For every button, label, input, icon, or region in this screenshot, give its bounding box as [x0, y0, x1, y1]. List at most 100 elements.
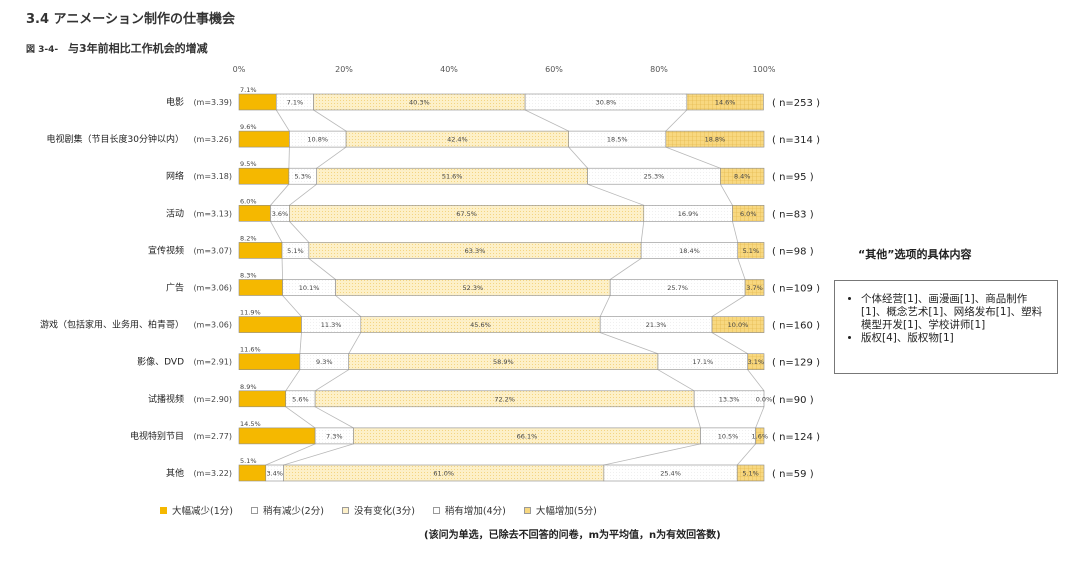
other-details-item: 个体经营[1]、画漫画[1]、商品制作[1]、概念艺术[1]、网络发布[1]、塑… — [861, 293, 1049, 332]
legend-swatch — [432, 506, 440, 514]
bar-segment-big-decrease — [238, 464, 267, 482]
other-details-title: “其他”选项的具体内容 — [858, 248, 972, 261]
category-label: 影像、DVD — [137, 356, 184, 368]
legend-label: 大幅减少(1分) — [172, 506, 233, 517]
connector-line — [524, 109, 569, 132]
category-n: ( n=95 ) — [772, 172, 814, 183]
data-label: 51.6% — [442, 173, 463, 181]
connector-line — [288, 147, 290, 169]
connector-line — [720, 184, 733, 206]
data-label: 5.1% — [742, 470, 759, 478]
data-label: 8.3% — [240, 272, 257, 280]
data-label: 42.4% — [447, 136, 468, 144]
connector-line — [289, 183, 317, 206]
data-label: 67.5% — [456, 210, 477, 218]
data-label: 40.3% — [409, 99, 430, 107]
data-label: 5.1% — [743, 247, 760, 255]
bar-segment-big-increase — [686, 93, 764, 111]
connector-line — [732, 221, 739, 243]
data-label: 8.2% — [240, 234, 257, 242]
data-label: 13.3% — [719, 395, 740, 403]
data-label: 7.1% — [240, 86, 257, 94]
category-label: 活动 — [166, 207, 184, 219]
legend-item: 大幅减少(1分) — [160, 503, 233, 517]
connector-line — [285, 406, 316, 429]
bar-segment-big-decrease — [238, 205, 271, 222]
data-label: 1.6% — [752, 432, 769, 440]
figure-number: 図 3-4- — [26, 45, 59, 55]
data-label: 9.3% — [316, 358, 333, 366]
category-label: 宣传视频 — [148, 244, 184, 256]
connector-line — [270, 221, 283, 243]
data-label: 3.7% — [746, 284, 763, 292]
legend-item: 稍有减少(2分) — [250, 503, 324, 517]
x-tick-label: 80% — [650, 65, 668, 74]
category-n: ( n=253 ) — [772, 98, 820, 109]
legend-swatch — [341, 506, 349, 514]
other-details-box: 个体经营[1]、画漫画[1]、商品制作[1]、概念艺术[1]、网络发布[1]、塑… — [834, 280, 1058, 374]
connector-line — [265, 443, 316, 466]
legend-item: 没有变化(3分) — [341, 503, 415, 517]
data-label: 25.3% — [644, 173, 665, 181]
data-label: 45.6% — [470, 321, 491, 329]
bar-segment-slight-increase — [693, 390, 765, 408]
legend-label: 稍有增加(4分) — [444, 506, 506, 517]
data-label: 6.0% — [740, 210, 757, 218]
connector-line — [289, 221, 310, 243]
category-label: 广告 — [166, 282, 184, 294]
connector-line — [665, 146, 721, 169]
data-label: 14.5% — [240, 420, 261, 428]
category-n: ( n=160 ) — [772, 321, 820, 332]
bar-segment-big-decrease — [238, 167, 290, 185]
chart-legend: 大幅减少(1分) 稍有减少(2分) 没有变化(3分) 稍有增加(4分) 大幅增加(5分) — [160, 503, 597, 517]
data-label: 30.8% — [596, 99, 617, 107]
connector-line — [736, 443, 756, 466]
connector-line — [568, 146, 588, 169]
data-label: 9.5% — [240, 160, 257, 168]
category-label: 网络 — [166, 170, 184, 182]
category-label: 游戏（包括家用、业务用、柏青哥） — [40, 319, 184, 331]
category-mean: (m=3.39) — [193, 98, 232, 107]
connector-line — [603, 443, 701, 466]
connector-line — [693, 406, 701, 429]
connector-line — [348, 332, 362, 354]
category-label: 电视特别节目 — [130, 430, 184, 442]
data-label: 61.0% — [433, 470, 454, 478]
data-label: 8.9% — [240, 383, 257, 391]
data-label: 10.0% — [728, 321, 749, 329]
bar-segment-big-increase — [744, 279, 765, 296]
category-mean: (m=3.18) — [193, 172, 232, 181]
bar-segment-big-increase — [732, 205, 765, 222]
connector-line — [313, 109, 347, 132]
connector-line — [657, 369, 695, 392]
category-label: 试播视频 — [148, 393, 184, 405]
bar-segment-big-decrease — [238, 242, 283, 259]
data-label: 3.6% — [272, 210, 289, 218]
legend-item: 大幅增加(5分) — [523, 503, 597, 517]
data-label: 5.3% — [295, 173, 312, 181]
category-n: ( n=59 ) — [772, 469, 814, 480]
data-label: 18.5% — [607, 136, 628, 144]
bar-segment-big-decrease — [238, 390, 287, 408]
category-mean: (m=3.06) — [193, 321, 232, 330]
data-label: 3.1% — [748, 358, 765, 366]
data-label: 17.1% — [693, 358, 714, 366]
data-label: 21.3% — [646, 321, 667, 329]
category-label: 电影 — [166, 96, 184, 108]
bar-segment-big-increase — [711, 316, 765, 333]
data-label: 11.3% — [321, 321, 342, 329]
data-label: 10.1% — [299, 284, 320, 292]
bar-segment-big-increase — [747, 353, 765, 371]
category-mean: (m=3.26) — [193, 135, 232, 144]
connector-line — [316, 146, 347, 169]
chart-footnote: (该问为单选，已除去不回答的问卷，m为平均值，n为有效回答数) — [424, 530, 721, 541]
bar-segment-big-decrease — [238, 316, 302, 333]
connector-line — [587, 183, 644, 206]
category-n: ( n=90 ) — [772, 395, 814, 406]
connector-line — [755, 406, 765, 429]
bar-segment-big-increase — [720, 167, 765, 185]
connector-line — [270, 183, 290, 206]
x-tick-label: 40% — [440, 65, 458, 74]
data-label: 25.4% — [660, 470, 681, 478]
